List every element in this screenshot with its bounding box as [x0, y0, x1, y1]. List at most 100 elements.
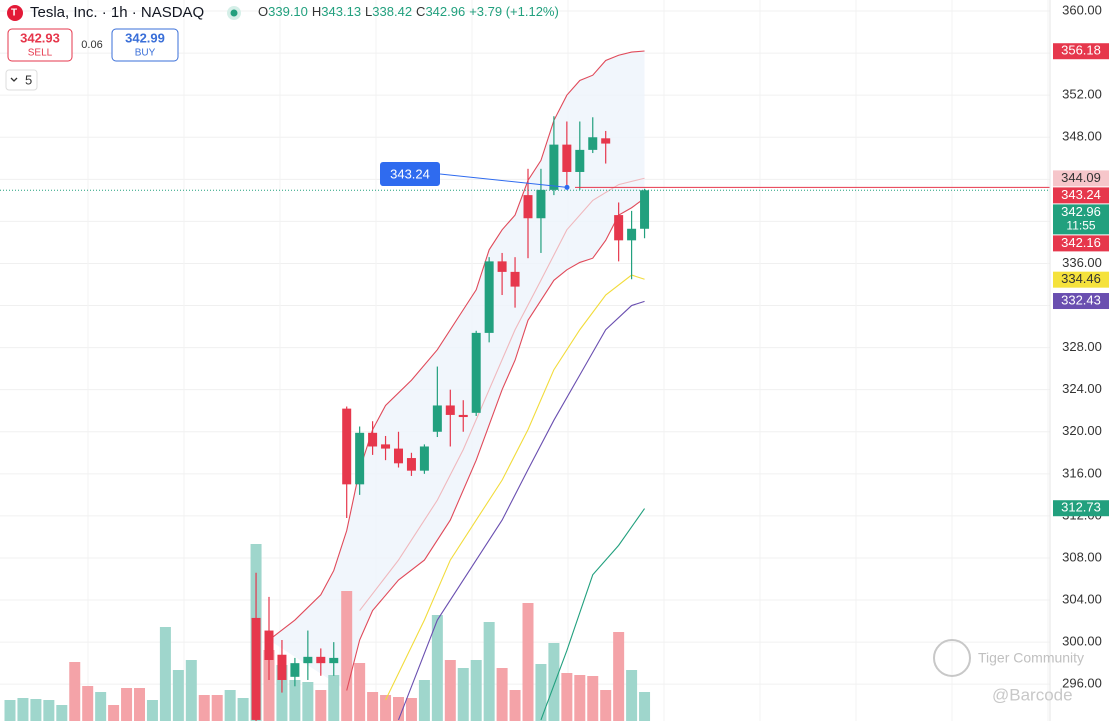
volume-bar [431, 615, 443, 721]
candle-body [510, 271, 520, 287]
candle-body [342, 408, 352, 485]
callout-label: 343.24 [390, 166, 430, 181]
ohlc-key: H [312, 4, 321, 19]
volume-bar [56, 705, 68, 721]
volume-bar [535, 664, 547, 721]
y-tick-label: 300.00 [1062, 634, 1102, 649]
callout-box [380, 162, 440, 186]
volume-bar [548, 643, 560, 721]
y-tick-label: 336.00 [1062, 255, 1102, 270]
volume-bar [185, 660, 197, 721]
buy-button[interactable] [111, 28, 179, 62]
volume-bar [30, 699, 42, 721]
candle-body [471, 332, 481, 413]
candle-body [432, 405, 442, 432]
candle-body [549, 144, 559, 190]
price-axis: 360.00356.00352.00348.00344.00340.00336.… [1053, 2, 1109, 691]
y-tick-label: 320.00 [1062, 423, 1102, 438]
change: +3.79 (+1.12%) [469, 4, 559, 19]
sell-button[interactable] [7, 28, 73, 62]
y-tick-label: 328.00 [1062, 339, 1102, 354]
candle-body [601, 138, 611, 144]
candle-body [588, 137, 598, 150]
candle-body [627, 228, 637, 241]
volume-bar [587, 676, 599, 721]
volume-bar [613, 632, 625, 721]
volume-bar [483, 622, 495, 721]
callout-anchor [564, 184, 570, 190]
volume-bar [457, 668, 469, 721]
candle-body [264, 630, 274, 660]
indicator-line [397, 300, 645, 721]
candle-body [303, 656, 313, 664]
countdown: 11:55 [1066, 219, 1095, 233]
volume-bar [561, 673, 573, 721]
watermark: @Barcode [992, 685, 1073, 704]
volume-bar [95, 692, 107, 721]
volume-bar [17, 698, 29, 721]
indicator-count[interactable]: 5 [25, 72, 32, 87]
buy-label[interactable]: BUY [135, 48, 156, 59]
ohlc-legend: O339.10 H343.13 L338.42 C342.96 +3.79 (+1.12… [258, 4, 559, 19]
sell-label[interactable]: SELL [28, 48, 53, 59]
chevron[interactable] [10, 77, 18, 82]
volume-bar [496, 668, 508, 721]
volume-bar [224, 690, 236, 721]
y-tick-label: 348.00 [1062, 129, 1102, 144]
volume-bar [367, 692, 379, 721]
ohlc-key: C [416, 4, 425, 19]
price-label: 332.43 [1061, 292, 1101, 307]
volume-bar [600, 690, 612, 721]
logo-mark: T [11, 8, 17, 19]
spread: 0.06 [81, 39, 102, 51]
price-label: 312.73 [1061, 500, 1101, 515]
price-label: 342.16 [1061, 235, 1101, 250]
candle-body [536, 189, 546, 219]
grid [0, 0, 1050, 721]
price-label: 334.46 [1061, 271, 1101, 286]
candle-body [290, 663, 300, 677]
volume-bar [328, 675, 340, 721]
volume-bar [146, 700, 158, 721]
candle-body [355, 432, 365, 485]
ohlc-key: L [365, 4, 372, 19]
watermark: Tiger Community [978, 650, 1084, 666]
candle-body [523, 195, 533, 219]
price-label-box [1053, 187, 1109, 204]
y-tick-label: 352.00 [1062, 87, 1102, 102]
candle-body [406, 458, 416, 471]
volume-bar [4, 700, 16, 721]
indicator-toggle[interactable] [5, 69, 38, 91]
volume-bar [639, 692, 651, 721]
volume-bar [393, 697, 404, 721]
candle-body [251, 617, 261, 720]
volume-bar [82, 686, 94, 721]
band-fill [269, 51, 645, 691]
volume-bar [315, 690, 327, 721]
buy-price[interactable]: 342.99 [125, 30, 165, 45]
volume-bar [302, 682, 314, 721]
callout-leader [439, 173, 568, 188]
status-dot-inner [230, 9, 238, 17]
volume-bar [405, 698, 417, 721]
y-tick-label: 360.00 [1062, 2, 1102, 17]
candle-body [484, 261, 494, 333]
volume-bar [522, 603, 534, 721]
volume-bar [444, 660, 456, 721]
volume-bar [69, 662, 81, 721]
candle-body [368, 432, 378, 447]
volume-bar [198, 695, 210, 721]
volume-bar [354, 663, 366, 721]
y-tick-label: 296.00 [1062, 676, 1102, 691]
price-label-box [1053, 500, 1109, 517]
price-label: 342.96 [1061, 204, 1101, 219]
volume-bar [380, 695, 392, 721]
candle-body [277, 654, 287, 680]
candle-body [445, 405, 455, 415]
volume-bar [43, 700, 55, 721]
sell-price[interactable]: 342.93 [20, 30, 60, 45]
price-label-box [1053, 235, 1109, 252]
ohlc-value: 339.10 [268, 4, 308, 19]
